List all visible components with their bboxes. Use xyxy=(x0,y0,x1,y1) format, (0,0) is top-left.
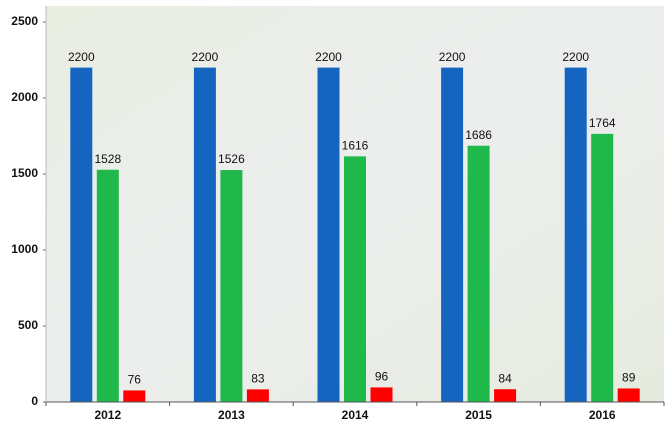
y-tick-label: 2500 xyxy=(11,14,38,28)
bar xyxy=(344,156,366,402)
value-label: 1686 xyxy=(465,128,492,142)
value-label: 2200 xyxy=(439,50,466,64)
y-tick-label: 500 xyxy=(18,318,38,332)
x-tick-label: 2013 xyxy=(218,408,245,422)
value-label: 1616 xyxy=(342,139,369,153)
bar xyxy=(318,68,340,402)
x-tick-label: 2016 xyxy=(589,408,616,422)
x-tick-label: 2015 xyxy=(465,408,492,422)
value-label: 1764 xyxy=(589,116,616,130)
bar xyxy=(494,389,516,402)
bar xyxy=(591,134,613,402)
y-tick-label: 2000 xyxy=(11,90,38,104)
bar xyxy=(194,68,216,402)
bar xyxy=(97,170,119,402)
value-label: 84 xyxy=(498,371,512,385)
bar xyxy=(70,68,92,402)
bar xyxy=(468,146,490,402)
y-tick-label: 1500 xyxy=(11,166,38,180)
chart: 0 500 1000 1500 2000 2500 2012 2200 1528 76 2013 22… xyxy=(0,0,666,427)
bar xyxy=(618,388,640,402)
y-tick-label: 0 xyxy=(31,394,38,408)
value-label: 2200 xyxy=(315,50,342,64)
value-label: 1528 xyxy=(94,152,121,166)
value-label: 83 xyxy=(251,372,265,386)
y-tick-label: 1000 xyxy=(11,242,38,256)
value-label: 96 xyxy=(375,370,389,384)
bar xyxy=(565,68,587,402)
bar xyxy=(247,389,269,402)
bar xyxy=(220,170,242,402)
bar xyxy=(123,390,145,402)
bar xyxy=(441,68,463,402)
value-label: 2200 xyxy=(192,50,219,64)
value-label: 2200 xyxy=(68,50,95,64)
value-label: 1526 xyxy=(218,152,245,166)
value-label: 2200 xyxy=(562,50,589,64)
value-label: 89 xyxy=(622,371,636,385)
x-tick-label: 2014 xyxy=(342,408,369,422)
x-tick-label: 2012 xyxy=(94,408,121,422)
bar xyxy=(371,387,393,402)
value-label: 76 xyxy=(128,373,142,387)
